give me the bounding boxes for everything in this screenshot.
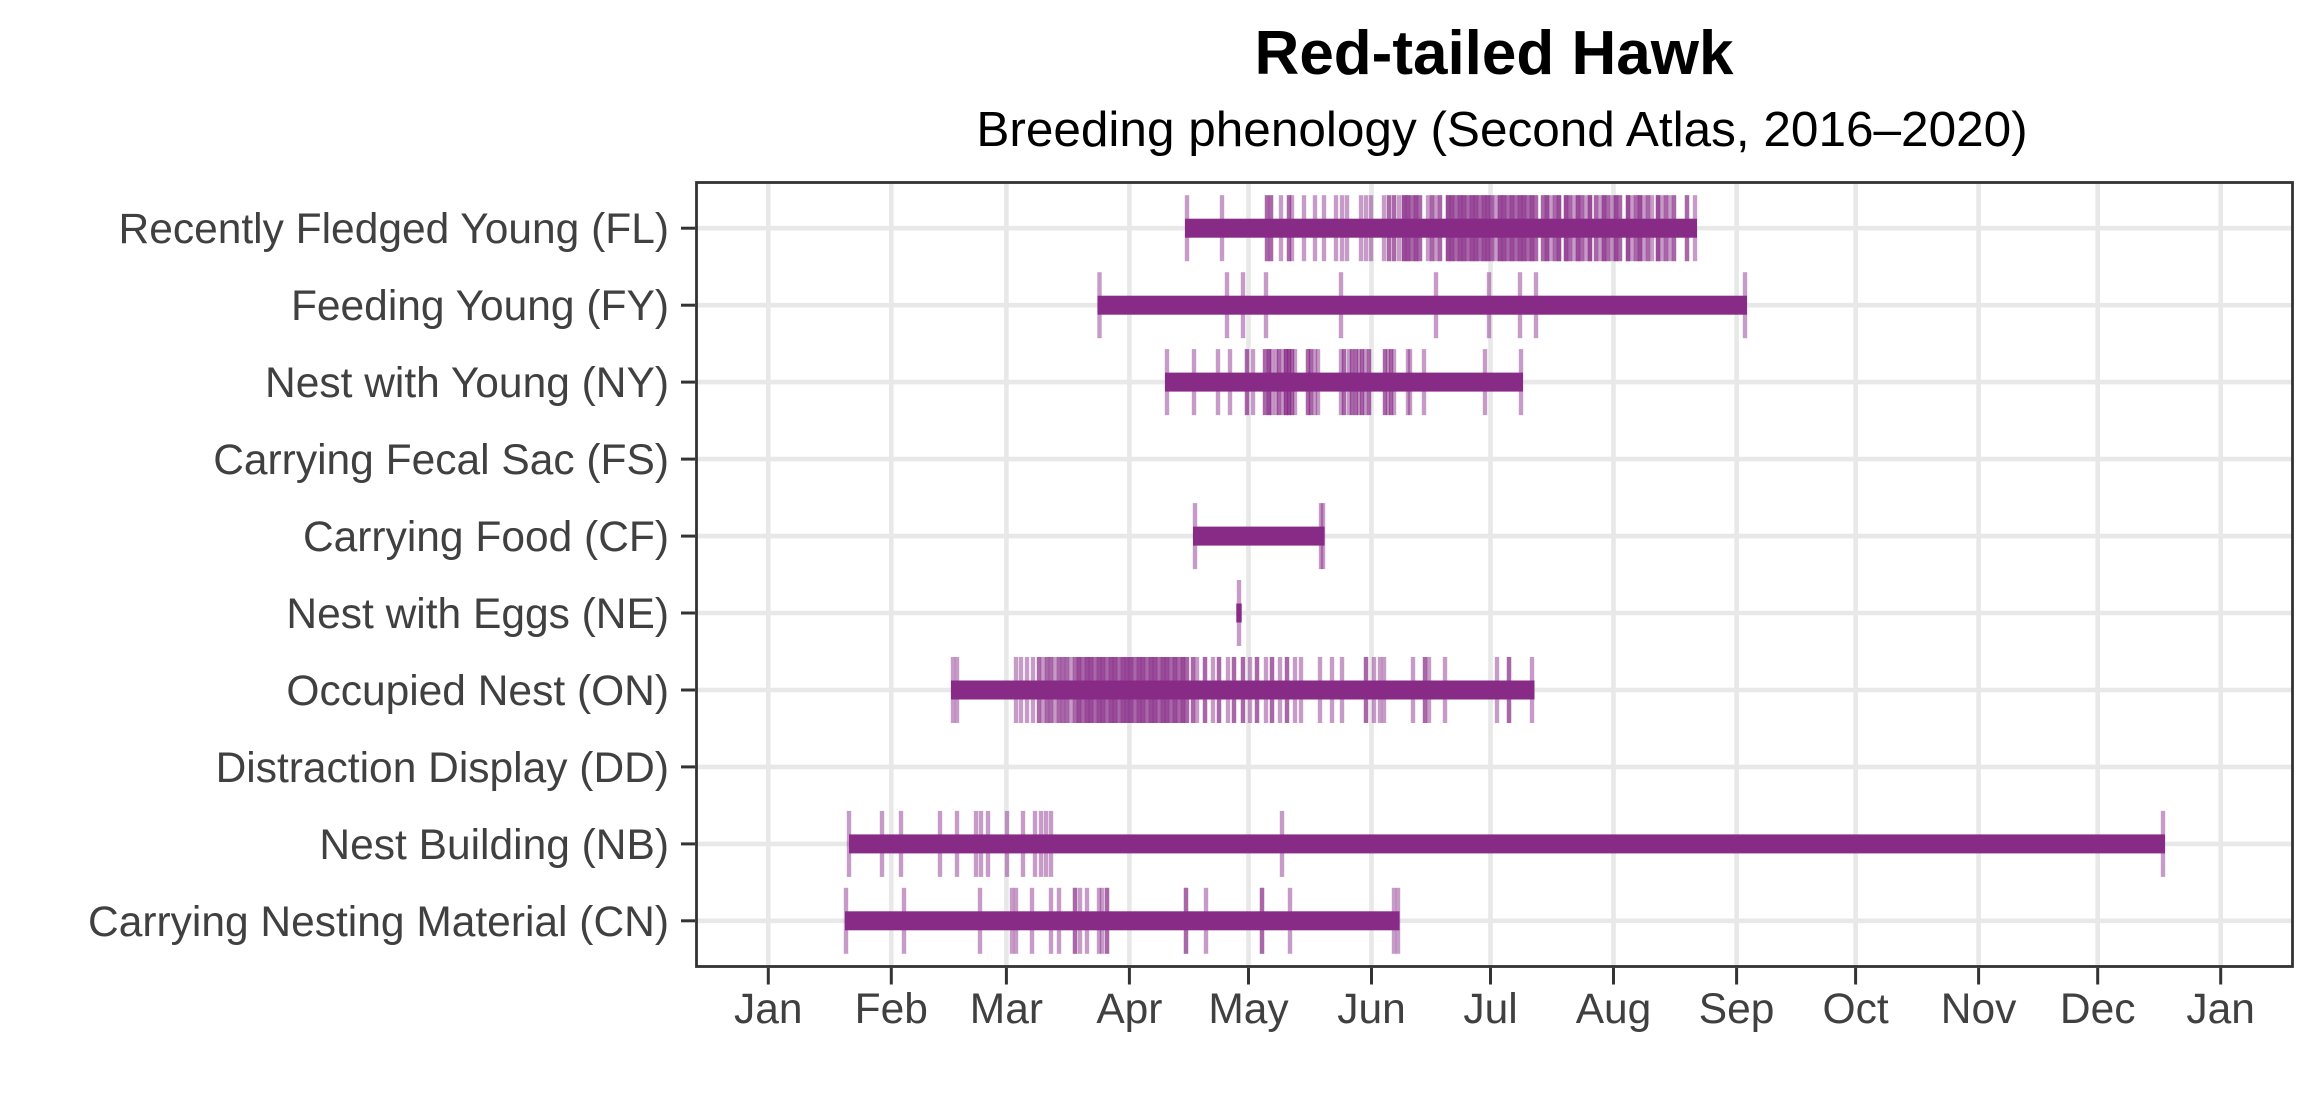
svg-text:Jan: Jan (2186, 986, 2255, 1033)
svg-text:Nov: Nov (1941, 986, 2017, 1033)
svg-text:Jan: Jan (734, 986, 803, 1033)
svg-text:Recently Fledged Young (FL): Recently Fledged Young (FL) (119, 206, 670, 253)
svg-text:Feb: Feb (855, 986, 928, 1033)
svg-text:Dec: Dec (2060, 986, 2136, 1033)
svg-text:May: May (1208, 986, 1289, 1033)
svg-text:Nest with Eggs (NE): Nest with Eggs (NE) (286, 591, 669, 638)
svg-text:Oct: Oct (1823, 986, 1889, 1033)
svg-text:Jun: Jun (1337, 986, 1406, 1033)
svg-text:Distraction Display (DD): Distraction Display (DD) (216, 745, 669, 792)
svg-text:Sep: Sep (1699, 986, 1775, 1033)
svg-text:Nest with Young (NY): Nest with Young (NY) (265, 360, 669, 407)
svg-text:Carrying Food (CF): Carrying Food (CF) (303, 514, 669, 561)
svg-text:Apr: Apr (1096, 986, 1162, 1033)
svg-text:Occupied Nest (ON): Occupied Nest (ON) (286, 668, 669, 715)
svg-text:Mar: Mar (970, 986, 1043, 1033)
svg-text:Aug: Aug (1576, 986, 1652, 1033)
svg-text:Carrying Fecal Sac (FS): Carrying Fecal Sac (FS) (213, 437, 669, 484)
svg-text:Feeding Young (FY): Feeding Young (FY) (291, 283, 669, 330)
svg-text:Nest Building (NB): Nest Building (NB) (319, 822, 669, 869)
svg-text:Carrying Nesting Material (CN): Carrying Nesting Material (CN) (88, 899, 669, 946)
svg-text:Breeding phenology (Second Atl: Breeding phenology (Second Atlas, 2016–2… (976, 102, 2027, 157)
svg-text:Jul: Jul (1463, 986, 1517, 1033)
svg-text:Red-tailed Hawk: Red-tailed Hawk (1255, 19, 1734, 88)
